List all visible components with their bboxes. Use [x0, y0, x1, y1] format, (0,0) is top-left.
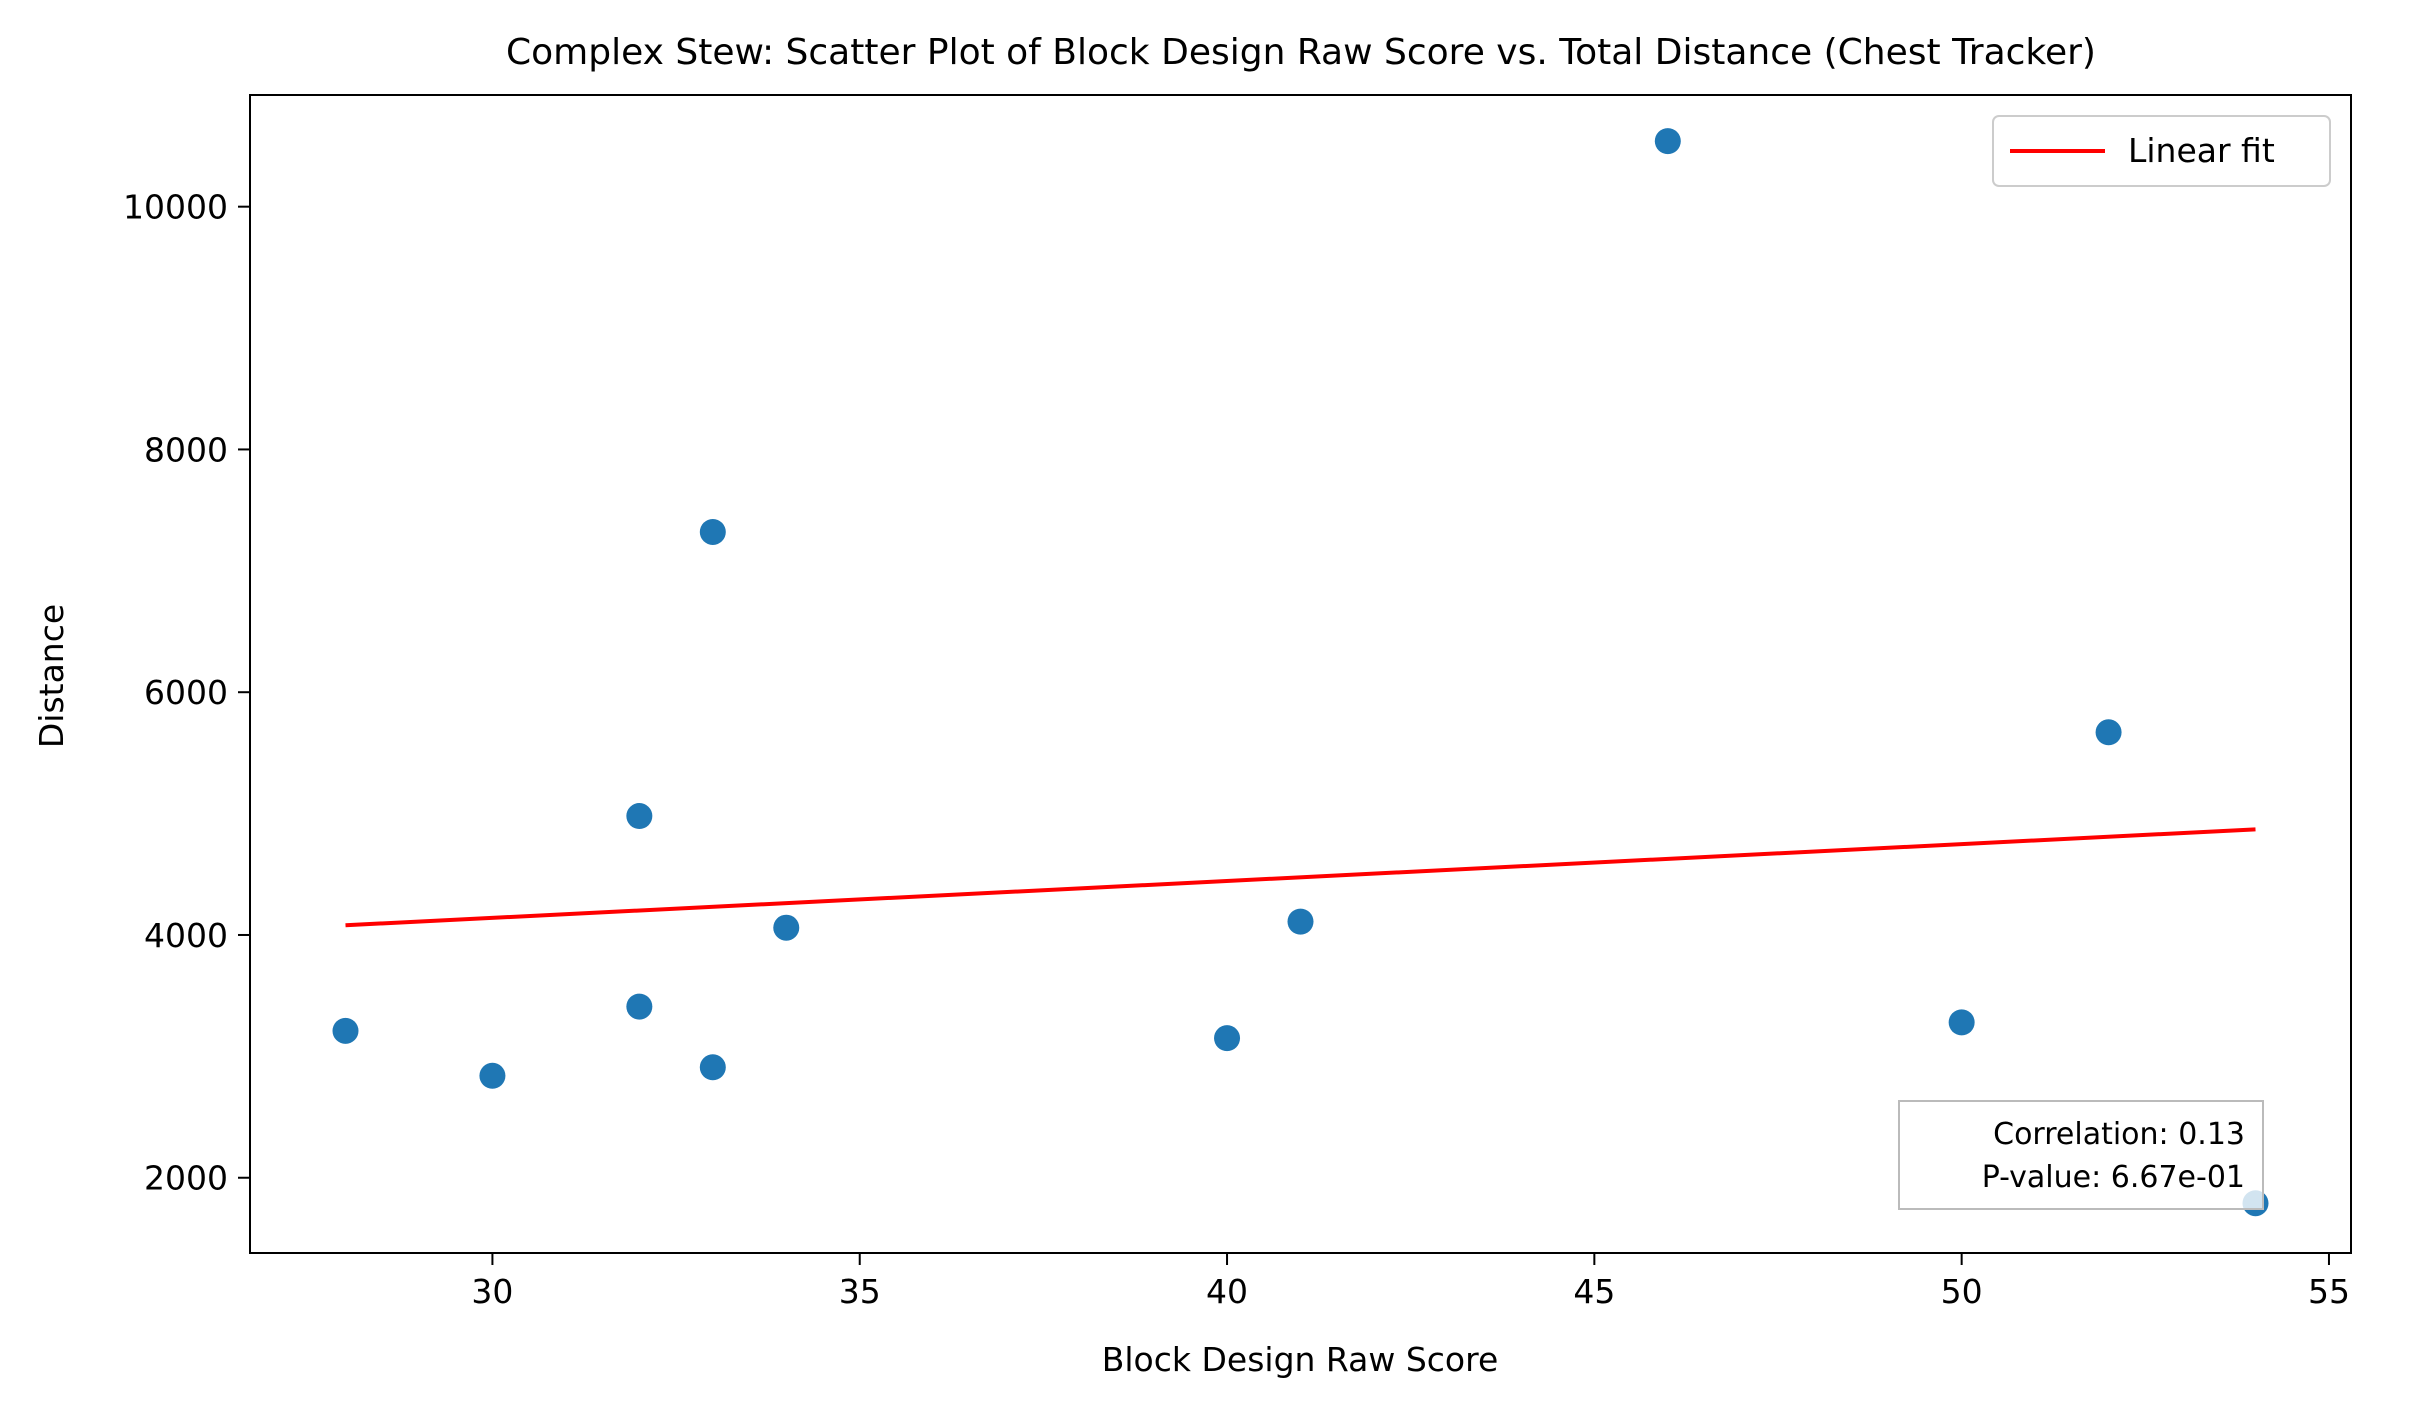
linear-fit-line	[345, 827, 2256, 928]
y-tick-label: 6000	[144, 673, 228, 712]
stats-annotation-box	[1898, 1100, 2264, 1210]
stats-correlation: Correlation: 0.13	[1993, 1117, 2245, 1152]
stats-p-value: P-value: 6.67e-01	[1982, 1160, 2245, 1195]
fit-layer	[345, 827, 2256, 928]
x-tick-label: 30	[471, 1272, 513, 1311]
legend: Linear fit	[1992, 115, 2331, 187]
scatter-point	[626, 993, 653, 1020]
scatter-point	[773, 914, 800, 941]
y-tick-label: 8000	[144, 430, 228, 469]
scatter-point	[699, 1054, 726, 1081]
stats-annotation: Correlation: 0.13 P-value: 6.67e-01	[1898, 1100, 2264, 1210]
x-tick-label: 35	[839, 1272, 881, 1311]
scatter-point	[1654, 128, 1681, 155]
plot-area	[250, 95, 2351, 1253]
x-tick-label: 55	[2308, 1272, 2350, 1311]
scatter-point	[1287, 908, 1314, 935]
legend-label-linear-fit: Linear fit	[2128, 131, 2275, 170]
scatter-point	[626, 803, 653, 830]
scatter-point	[479, 1062, 506, 1089]
scatter-point	[2095, 719, 2122, 746]
x-tick-label: 40	[1206, 1272, 1248, 1311]
x-tick-label: 45	[1573, 1272, 1615, 1311]
x-tick-label: 50	[1941, 1272, 1983, 1311]
scatter-point	[699, 518, 726, 545]
x-axis-ticks: 30 35 40 45 50 55	[471, 1253, 2350, 1311]
y-axis-label: Distance	[32, 604, 71, 748]
y-tick-label: 10000	[123, 188, 228, 227]
chart-title: Complex Stew: Scatter Plot of Block Desi…	[506, 32, 2096, 73]
y-tick-label: 4000	[144, 916, 228, 955]
x-axis-label: Block Design Raw Score	[1102, 1340, 1499, 1379]
scatter-point	[1948, 1009, 1975, 1036]
plot-frame	[249, 94, 2352, 1254]
scatter-point	[332, 1017, 359, 1044]
y-axis-ticks: 2000 4000 6000 8000 10000	[123, 188, 250, 1198]
scatter-point	[1214, 1025, 1241, 1052]
legend-box	[1992, 115, 2331, 187]
y-tick-label: 2000	[144, 1159, 228, 1198]
